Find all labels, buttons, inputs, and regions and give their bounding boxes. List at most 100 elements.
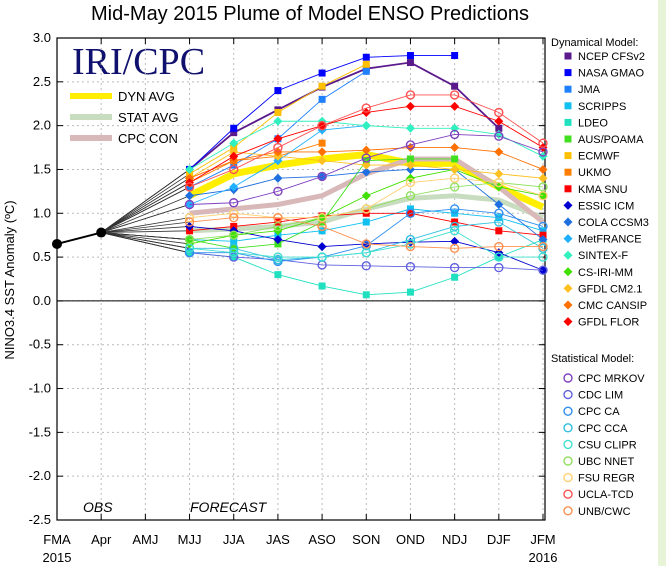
data-point-cpc-ca: [494, 208, 504, 218]
data-point-cpc-mrkov: [405, 140, 416, 150]
data-point-cpc-mrkov: [273, 186, 283, 197]
data-point-cpc-mrkov: [449, 129, 460, 140]
legend-marker: [563, 250, 573, 260]
legend-marker: [563, 200, 573, 210]
connector-line: [100, 169, 190, 233]
y-tick-label: 0.0: [33, 293, 51, 308]
iri-cpc-logo: IRI/CPC: [72, 41, 205, 83]
legend-marker: [563, 234, 573, 244]
connector-line: [101, 221, 190, 233]
data-point-unb-cwc: [317, 221, 327, 232]
data-point-csu-clipr: [317, 252, 327, 262]
legend-marker: [563, 373, 573, 383]
data-point-cmc-cansip: [317, 147, 327, 157]
x-tick-label: MJJ: [178, 532, 202, 547]
legend-label: LDEO: [578, 117, 608, 129]
data-point-gfdl-flor: [494, 116, 504, 126]
data-point-cmc-cansip: [538, 164, 548, 174]
legend-marker: [564, 152, 572, 160]
series-line-cdc-lim: [189, 252, 544, 271]
data-point-unb-cwc: [405, 241, 416, 252]
data-point-cdc-lim: [449, 262, 460, 273]
data-point-kma-snu: [495, 227, 503, 235]
y-tick-label: 0.5: [33, 249, 51, 264]
data-point-csu-clipr: [184, 243, 195, 254]
legend-label: KMA SNU: [578, 184, 628, 196]
data-point-cola-ccsm3: [273, 173, 283, 183]
data-point-ucla-tcd: [361, 103, 371, 113]
data-point-jma: [318, 95, 326, 103]
data-point-ucla-tcd: [405, 90, 416, 100]
series-line-unb-cwc: [189, 217, 543, 249]
legend-label: CSU CLIPR: [578, 439, 637, 451]
legend-label: CS-IRI-MM: [578, 267, 633, 279]
legend-label: AUS/POAMA: [578, 134, 644, 146]
legend-label: UBC NNET: [578, 456, 635, 468]
x-tick-label: JAS: [266, 532, 290, 547]
x-tick-label: AMJ: [132, 532, 158, 547]
data-point-ubc-nnet: [449, 182, 460, 192]
data-point-cpc-mrkov: [184, 199, 195, 210]
legend-marker: [563, 267, 573, 277]
data-point-ucla-tcd: [494, 107, 504, 118]
data-point-unb-cwc: [361, 239, 371, 249]
data-point-unb-cwc: [229, 212, 239, 223]
data-point-ldeo: [406, 288, 414, 296]
y-tick-label: 1.0: [33, 205, 51, 220]
connector-line: [100, 182, 190, 233]
connector-line: [101, 232, 190, 240]
data-point-cpc-cca: [494, 217, 504, 227]
x-tick-label: FMA: [43, 532, 71, 547]
right-border: [658, 0, 666, 566]
legend-marker: [563, 317, 573, 327]
connector-line: [101, 232, 190, 245]
x-tick-label: DJF: [487, 532, 511, 547]
legend-label: SCRIPPS: [578, 101, 626, 113]
data-point-metfrance: [229, 182, 239, 192]
legend-label: CDC LIM: [578, 390, 623, 402]
data-point-ldeo: [451, 273, 459, 281]
x-tick-label: OND: [396, 532, 425, 547]
data-point-ecmwf: [274, 108, 282, 116]
data-point-nasa-gmao: [406, 52, 414, 60]
data-point-cdc-lim: [494, 262, 504, 273]
data-point-gfdl-flor: [273, 134, 283, 144]
connector-line: [101, 195, 190, 233]
data-point-cpc-mrkov: [229, 198, 239, 208]
y-tick-label: -1.0: [29, 381, 51, 396]
data-point-ukmo: [318, 139, 326, 147]
x-tick-label: ASO: [308, 532, 335, 547]
data-point-cmc-cansip: [361, 145, 371, 155]
legend-label: JMA: [578, 84, 601, 96]
data-point-ubc-nnet: [184, 234, 195, 245]
x-tick-label: SON: [352, 532, 380, 547]
data-point-aus-poama: [451, 155, 459, 163]
legend-marker: [564, 102, 572, 110]
legend-label: FSU REGR: [578, 473, 635, 485]
average-legend-label: DYN AVG: [118, 89, 175, 104]
data-point-sintex-f: [229, 138, 239, 148]
legend-label: GFDL FLOR: [578, 317, 639, 329]
legend-marker: [563, 406, 573, 416]
connector-line: [101, 217, 190, 233]
data-point-csu-clipr: [229, 248, 239, 258]
data-point-ucla-tcd: [317, 120, 327, 131]
data-point-fsu-regr: [449, 173, 460, 183]
data-point-cola-ccsm3: [361, 167, 371, 177]
legend-label: SINTEX-F: [578, 250, 628, 262]
legend-label: UCLA-TCD: [578, 489, 634, 501]
data-point-fsu-regr: [361, 204, 371, 214]
data-point-gfdl-cm2-1: [494, 169, 504, 179]
data-point-sintex-f: [273, 116, 283, 126]
data-point-cdc-lim: [361, 261, 371, 271]
data-point-cdc-lim: [538, 265, 548, 275]
series-line-fsu-regr: [189, 177, 544, 219]
data-point-ncep-cfsv2: [230, 129, 238, 137]
y-tick-label: 3.0: [33, 30, 51, 45]
y-tick-label: -0.5: [29, 337, 51, 352]
data-point-cola-ccsm3: [185, 191, 195, 201]
year-label: 2015: [43, 550, 72, 565]
axes: -2.5 -2.0 -1.5 -1.0 -0.5 0.0 0.5 1.0 1.5 2.0 2.5 3.…: [29, 30, 558, 565]
data-point-nasa-gmao: [318, 69, 326, 77]
data-point-gfdl-cm2-1: [317, 156, 327, 166]
